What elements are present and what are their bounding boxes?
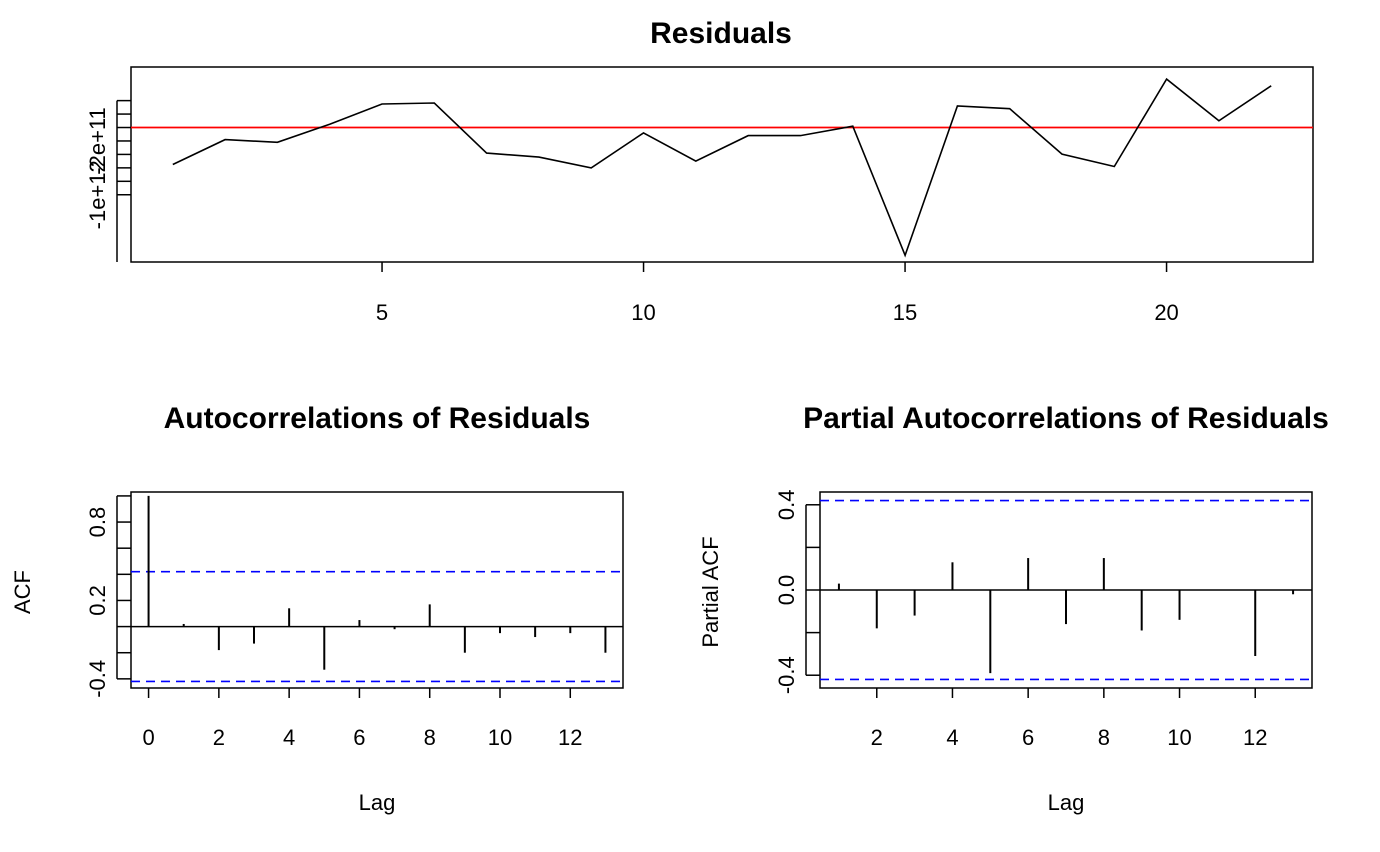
pacf-x-tick-label: 12 — [1243, 725, 1267, 750]
acf-x-tick-label: 0 — [142, 725, 154, 750]
x-tick-label: 20 — [1154, 300, 1178, 325]
x-tick-label: 10 — [631, 300, 655, 325]
pacf-title: Partial Autocorrelations of Residuals — [803, 402, 1329, 435]
acf-y-axis-label: ACF — [10, 570, 35, 614]
acf-y-tick-label: 0.2 — [85, 585, 110, 616]
pacf-x-tick-label: 8 — [1098, 725, 1110, 750]
residuals-title: Residuals — [650, 17, 792, 50]
pacf-x-tick-label: 10 — [1167, 725, 1191, 750]
acf-y-tick-label: 0.8 — [85, 507, 110, 538]
x-tick-label: 5 — [376, 300, 388, 325]
acf-panel: Autocorrelations of Residuals Lag ACF 0 2… — [10, 402, 624, 815]
residuals-marks: 5 10 15 20 -1e+12-2e+11 — [85, 77, 1313, 325]
pacf-x-tick-label: 2 — [871, 725, 883, 750]
acf-title: Autocorrelations of Residuals — [164, 402, 591, 435]
acf-marks: 0 2 4 6 8 10 12 -0.4 0.2 0.8 — [85, 495, 623, 750]
pacf-x-axis-label: Lag — [1048, 790, 1085, 815]
acf-x-tick-label: 8 — [424, 725, 436, 750]
pacf-y-tick-label: 0.0 — [774, 575, 799, 606]
x-tick-label: 15 — [893, 300, 917, 325]
pacf-marks: 2 4 6 8 10 12 -0.4 0.0 0.4 — [774, 489, 1312, 750]
pacf-panel: Partial Autocorrelations of Residuals La… — [698, 402, 1329, 815]
residuals-plot-frame — [130, 66, 1314, 263]
acf-x-tick-label: 2 — [213, 725, 225, 750]
residuals-series-line — [172, 77, 1272, 258]
residuals-panel: Residuals 5 10 15 20 -1e+12-2e+11 — [85, 17, 1314, 325]
acf-x-tick-label: 6 — [353, 725, 365, 750]
acf-x-axis-label: Lag — [359, 790, 396, 815]
acf-x-tick-label: 4 — [283, 725, 295, 750]
pacf-y-axis-label: Partial ACF — [698, 536, 723, 647]
pacf-x-tick-label: 4 — [946, 725, 958, 750]
pacf-y-tick-label: 0.4 — [774, 489, 799, 520]
pacf-x-tick-label: 6 — [1022, 725, 1034, 750]
acf-x-tick-label: 10 — [488, 725, 512, 750]
y-tick-label: -1e+12 — [85, 160, 110, 229]
acf-y-tick-label: -0.4 — [85, 660, 110, 698]
acf-plot-frame — [130, 491, 624, 689]
y-tick-label: -2e+11 — [85, 107, 110, 174]
pacf-y-tick-label: -0.4 — [774, 656, 799, 694]
acf-x-tick-label: 12 — [558, 725, 582, 750]
